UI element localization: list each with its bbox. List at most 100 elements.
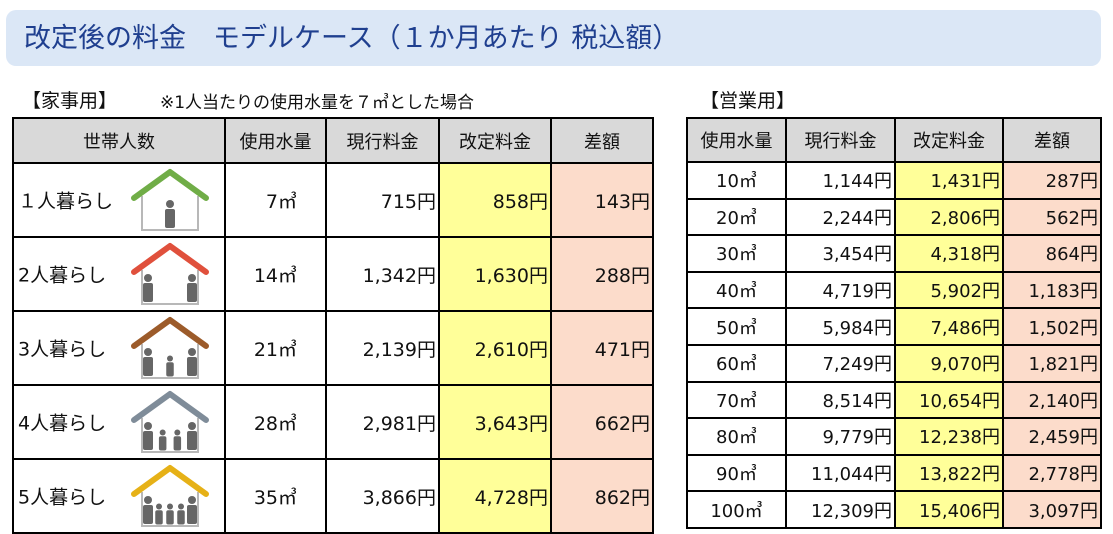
current-fee-cell: 4,719円 [785,270,896,310]
household-note: ※1人当たりの使用水量を７㎥とした場合 [160,93,475,113]
revised-fee-cell: 9,070円 [894,343,1004,383]
revised-fee-cell: 1,630円 [438,236,552,312]
header-current-fee: 現行料金 [785,117,896,163]
difference-cell: 1,183円 [1002,270,1102,310]
difference-cell: 3,097円 [1002,490,1102,529]
volume-cell: 30㎥ [686,234,787,273]
volume-cell: 20㎥ [686,197,787,237]
table-row: 100㎥ 12,309円 15,406円 3,097円 [686,490,1102,529]
household-size-wrap: 3人暮らし [14,312,224,384]
revised-fee-cell: 1,431円 [894,161,1004,200]
volume-cell: 14㎥ [224,236,327,312]
household-size-cell: 3人暮らし [12,310,226,386]
difference-cell: 288円 [550,236,654,312]
revised-fee-cell: 3,643円 [438,384,552,460]
difference-cell: 862円 [550,458,654,534]
header-revised-fee: 改定料金 [894,117,1004,163]
business-section-label: 【営業用】 [700,90,796,112]
table-row: 3人暮らし 21㎥ 2,139円 2,610円 471円 [12,310,654,386]
current-fee-cell: 1,144円 [785,161,896,200]
current-fee-cell: 2,139円 [325,310,440,386]
current-fee-cell: 5,984円 [785,307,896,346]
header-difference: 差額 [1002,117,1102,163]
header-revised-fee: 改定料金 [438,117,552,164]
table-row: 80㎥ 9,779円 12,238円 2,459円 [686,417,1102,456]
table-row: 50㎥ 5,984円 7,486円 1,502円 [686,307,1102,346]
difference-cell: 143円 [550,162,654,238]
difference-cell: 864円 [1002,234,1102,273]
table-row: 90㎥ 11,044円 13,822円 2,778円 [686,453,1102,493]
header-household-size: 世帯人数 [12,117,226,164]
volume-cell: 40㎥ [686,270,787,310]
household-size-wrap: 5人暮らし [14,460,224,532]
difference-cell: 662円 [550,384,654,460]
title-banner: 改定後の料金 モデルケース（１か月あたり 税込額） [6,10,1101,66]
household-size-wrap: 2人暮らし [14,238,224,310]
volume-cell: 90㎥ [686,453,787,493]
header-volume: 使用水量 [224,117,327,164]
revised-fee-cell: 4,728円 [438,458,552,534]
current-fee-cell: 2,981円 [325,384,440,460]
table-row: 60㎥ 7,249円 9,070円 1,821円 [686,343,1102,383]
household-size-wrap: 4人暮らし [14,386,224,458]
volume-cell: 80㎥ [686,417,787,456]
table-row: 4人暮らし 28㎥ 2,981円 3,643円 662円 [12,384,654,460]
household-size-cell: 2人暮らし [12,236,226,312]
revised-fee-cell: 7,486円 [894,307,1004,346]
header-current-fee: 現行料金 [325,117,440,164]
volume-cell: 100㎥ [686,490,787,529]
current-fee-cell: 7,249円 [785,343,896,383]
business-table: 使用水量 現行料金 改定料金 差額 10㎥ 1,144円 1,431円 287円 20㎥… [686,117,1102,529]
household-size-cell: １人暮らし [12,162,226,238]
table-row: 70㎥ 8,514円 10,654円 2,140円 [686,380,1102,420]
page-title: 改定後の料金 モデルケース（１か月あたり 税込額） [24,23,680,54]
current-fee-cell: 11,044円 [785,453,896,493]
volume-cell: 70㎥ [686,380,787,420]
revised-fee-cell: 4,318円 [894,234,1004,273]
difference-cell: 471円 [550,310,654,386]
revised-fee-cell: 12,238円 [894,417,1004,456]
house-family-icon [131,243,209,305]
household-header-row: 世帯人数 使用水量 現行料金 改定料金 差額 [12,117,654,164]
revised-fee-cell: 2,806円 [894,197,1004,237]
table-row: 10㎥ 1,144円 1,431円 287円 [686,161,1102,200]
table-row: 30㎥ 3,454円 4,318円 864円 [686,234,1102,273]
volume-cell: 35㎥ [224,458,327,534]
current-fee-cell: 9,779円 [785,417,896,456]
table-row: 2人暮らし 14㎥ 1,342円 1,630円 288円 [12,236,654,312]
volume-cell: 60㎥ [686,343,787,383]
revised-fee-cell: 858円 [438,162,552,238]
current-fee-cell: 12,309円 [785,490,896,529]
table-row: １人暮らし 7㎥ 715円 858円 143円 [12,162,654,238]
revised-fee-cell: 5,902円 [894,270,1004,310]
current-fee-cell: 3,866円 [325,458,440,534]
volume-cell: 10㎥ [686,161,787,200]
difference-cell: 287円 [1002,161,1102,200]
revised-fee-cell: 10,654円 [894,380,1004,420]
current-fee-cell: 3,454円 [785,234,896,273]
header-volume: 使用水量 [686,117,787,163]
current-fee-cell: 2,244円 [785,197,896,237]
volume-cell: 7㎥ [224,162,327,238]
volume-cell: 50㎥ [686,307,787,346]
household-size-cell: 5人暮らし [12,458,226,534]
house-family-icon [131,317,209,379]
difference-cell: 2,778円 [1002,453,1102,493]
business-header-row: 使用水量 現行料金 改定料金 差額 [686,117,1102,163]
volume-cell: 21㎥ [224,310,327,386]
house-family-icon [131,465,209,527]
household-size-label: 5人暮らし [18,486,107,509]
house-family-icon [131,169,209,231]
household-table: 世帯人数 使用水量 現行料金 改定料金 差額 １人暮らし 7㎥ 715円 858円 14… [12,117,654,534]
revised-fee-cell: 2,610円 [438,310,552,386]
household-size-label: １人暮らし [18,190,114,213]
household-section-label: 【家事用】 [22,90,118,112]
difference-cell: 1,821円 [1002,343,1102,383]
household-size-wrap: １人暮らし [14,164,224,236]
difference-cell: 562円 [1002,197,1102,237]
volume-cell: 28㎥ [224,384,327,460]
current-fee-cell: 715円 [325,162,440,238]
revised-fee-cell: 13,822円 [894,453,1004,493]
table-row: 20㎥ 2,244円 2,806円 562円 [686,197,1102,237]
house-family-icon [131,391,209,453]
